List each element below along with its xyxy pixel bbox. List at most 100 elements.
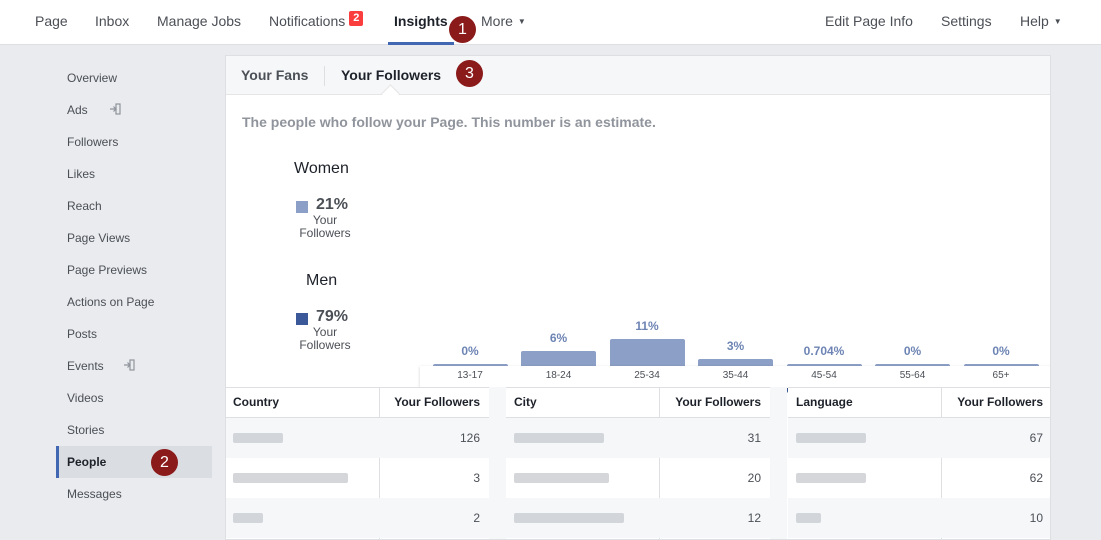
table-row: 20 [506,458,770,498]
sidebar-item-ads[interactable]: Ads [56,94,212,126]
women-bar-25-34[interactable] [609,338,685,368]
annotation-marker-1: 1 [449,16,476,43]
redacted-text [796,473,866,483]
nav-manage-jobs-label: Manage Jobs [157,13,242,29]
sidebar-item-label: Videos [67,391,104,405]
external-link-icon [110,103,121,115]
sidebar-item-label: Page Views [67,231,131,245]
notifications-badge: 2 [349,11,364,26]
column-header-followers[interactable]: Your Followers [394,395,480,409]
table-row: 12 [506,498,770,538]
legend-women-swatch [296,201,308,213]
age-axis-band [420,366,1050,388]
nav-help-label: Help [1020,13,1049,29]
nav-more-label: More [481,13,513,29]
legend-women-title: Women [294,160,349,177]
sidebar-item-label: Likes [67,167,96,181]
nav-notifications-label: Notifications [269,13,346,29]
redacted-text [514,433,604,443]
table-row: 2 [226,498,489,538]
sidebar-item-reach[interactable]: Reach [56,190,212,222]
nav-edit-page-info[interactable]: Edit Page Info [825,0,913,44]
age-axis-label: 35-44 [722,370,749,381]
top-navigation: Page Inbox Manage Jobs Notifications 2 In… [0,0,1101,45]
age-axis-label: 65+ [992,370,1010,381]
column-header-city[interactable]: City [514,395,537,409]
table-row: 126 [226,418,489,458]
nav-notifications[interactable]: Notifications 2 [269,0,364,44]
sidebar-item-videos[interactable]: Videos [56,382,212,414]
sidebar-item-label: Posts [67,327,98,341]
women-bar-label: 0% [903,344,922,358]
city-table: City Your Followers 31 20 12 [506,387,770,539]
sidebar-item-followers[interactable]: Followers [56,126,212,158]
sidebar-item-label: Reach [67,199,102,213]
column-header-country[interactable]: Country [233,395,279,409]
annotation-marker-3: 3 [456,60,483,87]
people-panel: Your Fans Your Followers The people who … [225,55,1051,540]
nav-page-label: Page [35,13,68,29]
table-gap [770,387,787,539]
women-bar-label: 11% [635,318,659,333]
redacted-text [514,513,624,523]
chevron-down-icon: ▼ [517,17,526,26]
age-axis-label: 45-54 [811,370,837,381]
women-bar-35-44[interactable] [698,358,773,368]
legend-men-sub: Your Followers [299,325,351,352]
age-axis-label: 18-24 [545,370,572,381]
sidebar-item-label: Followers [67,135,119,149]
table-header: Language Your Followers [788,388,1050,418]
sidebar-item-events[interactable]: Events [56,350,212,382]
nav-inbox[interactable]: Inbox [95,0,129,44]
sidebar-item-overview[interactable]: Overview [56,62,212,94]
tab-your-fans[interactable]: Your Fans [241,67,309,83]
legend-men-pct: 79% [316,308,349,325]
column-divider [379,388,380,539]
nav-insights-label: Insights [394,13,448,29]
table-cell-value: 2 [473,511,480,525]
redacted-text [233,513,263,523]
column-header-followers[interactable]: Your Followers [957,395,1043,409]
column-header-language[interactable]: Language [796,395,853,409]
sidebar-item-messages[interactable]: Messages [56,478,212,510]
nav-more[interactable]: More ▼ [481,0,526,44]
audience-tabs: Your Fans Your Followers [226,56,1050,103]
column-header-followers[interactable]: Your Followers [675,395,761,409]
table-cell-value: 67 [1029,431,1043,445]
redacted-text [796,433,866,443]
legend-men-title: Men [306,272,338,289]
women-bar-label: 0.704% [803,344,845,358]
section-description: The people who follow your Page. This nu… [242,114,656,130]
nav-help[interactable]: Help ▼ [1020,0,1062,44]
sidebar-item-label: Page Previews [67,263,148,277]
women-bar-18-24[interactable] [521,351,596,368]
sidebar-item-page-views[interactable]: Page Views [56,222,212,254]
table-row: 67 [788,418,1050,458]
sidebar-item-label: Overview [67,71,118,85]
nav-settings[interactable]: Settings [941,0,992,44]
sidebar-item-actions-on-page[interactable]: Actions on Page [56,286,212,318]
age-axis-label: 25-34 [634,370,660,381]
redacted-text [233,433,283,443]
sidebar-item-people[interactable]: People [56,446,212,478]
nav-manage-jobs[interactable]: Manage Jobs [157,0,241,44]
table-gap [489,387,506,539]
women-bar-label: 6% [549,331,568,345]
nav-insights[interactable]: Insights [388,0,454,45]
table-cell-value: 20 [747,471,761,485]
legend-women-pct: 21% [316,196,349,213]
sidebar-item-stories[interactable]: Stories [56,414,212,446]
table-cell-value: 62 [1029,471,1043,485]
table-row: 3 [226,458,489,498]
table-cell-value: 126 [459,431,480,445]
sidebar-item-label: Actions on Page [67,295,155,309]
sidebar-item-likes[interactable]: Likes [56,158,212,190]
redacted-text [514,473,609,483]
redacted-text [796,513,821,523]
nav-page[interactable]: Page [35,0,68,44]
sidebar-item-posts[interactable]: Posts [56,318,212,350]
sidebar-item-page-previews[interactable]: Page Previews [56,254,212,286]
tab-your-followers[interactable]: Your Followers [341,67,442,83]
table-cell-value: 10 [1029,511,1043,525]
women-bar-label: 3% [726,338,745,353]
